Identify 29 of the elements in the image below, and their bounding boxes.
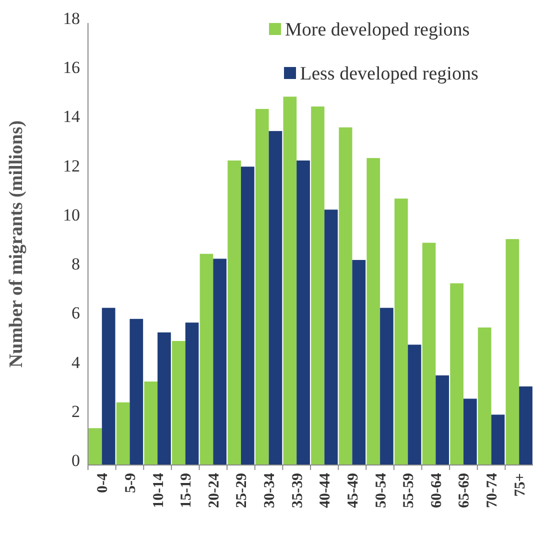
x-tick-label: 25-29 [234, 473, 250, 508]
x-tick-label: 55-59 [401, 473, 418, 508]
y-tick-label: 6 [72, 304, 80, 323]
y-tick-label: 0 [72, 451, 80, 470]
x-tick-label: 35-39 [290, 473, 306, 508]
x-tick-label: 15-19 [178, 473, 195, 508]
y-tick-label: 4 [72, 352, 80, 372]
y-tick-label: 16 [63, 58, 80, 78]
y-axis-title: Number of migrants (millions) [6, 120, 27, 368]
x-tick-label: 10-14 [150, 472, 167, 508]
y-tick-label: 8 [72, 254, 80, 274]
x-tick-label: 30-34 [262, 472, 278, 508]
x-tick-label: 20-24 [206, 472, 222, 508]
x-tick-label: 40-44 [318, 472, 334, 508]
y-tick-label: 18 [63, 9, 80, 28]
x-tick-label: 70-74 [484, 472, 501, 508]
y-tick-label: 10 [63, 205, 80, 224]
y-tick-label: 12 [63, 156, 80, 176]
x-tick-label: 5-9 [122, 473, 139, 493]
legend-label: More developed regions [285, 20, 470, 41]
x-tick-label: 45-49 [345, 473, 362, 508]
x-tick-label: 60-64 [428, 472, 445, 508]
y-tick-label: 2 [72, 402, 80, 421]
legend-label: Less developed regions [300, 64, 478, 85]
x-tick-label: 50-54 [373, 472, 390, 508]
y-tick-label: 14 [63, 107, 80, 126]
x-tick-label: 75+ [512, 473, 528, 497]
x-tick-label: 65-69 [456, 473, 473, 508]
x-tick-label: 0-4 [95, 472, 112, 493]
